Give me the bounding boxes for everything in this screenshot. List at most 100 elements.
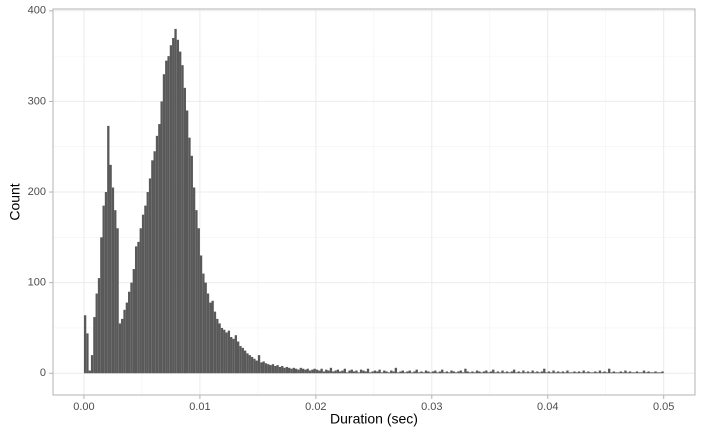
bar (297, 369, 300, 374)
panel-border (52, 8, 696, 396)
bar (373, 370, 377, 374)
bar (315, 369, 319, 374)
bar (250, 356, 254, 374)
bar (387, 372, 391, 374)
bar (417, 372, 421, 374)
bar (591, 372, 595, 374)
bar (584, 372, 588, 374)
bar (362, 370, 365, 374)
bar (536, 371, 539, 374)
bar (445, 371, 449, 374)
bar (517, 371, 520, 374)
bar (427, 371, 430, 374)
bar (371, 371, 374, 374)
bar (397, 372, 400, 374)
bar (355, 370, 358, 374)
x-tick-label: 0.03 (421, 401, 442, 413)
bar (234, 335, 238, 374)
bar (294, 368, 298, 374)
bar (359, 369, 363, 374)
bar (399, 371, 402, 374)
bar (339, 371, 342, 374)
bar (195, 210, 198, 374)
bar (443, 372, 446, 374)
bar (137, 241, 140, 374)
y-tick-label: 300 (28, 95, 46, 107)
bar (104, 192, 108, 374)
bar (605, 372, 609, 374)
bar (160, 101, 163, 374)
bar (237, 341, 240, 374)
bar (524, 372, 527, 374)
bar (181, 65, 184, 374)
bar (285, 366, 289, 374)
bar (369, 372, 372, 374)
bar (408, 370, 411, 374)
bar (489, 371, 493, 374)
bar (132, 269, 135, 374)
bar (464, 368, 467, 374)
y-tick-label: 0 (40, 367, 46, 379)
bar (213, 311, 217, 374)
bar (183, 87, 186, 374)
bar (220, 327, 224, 374)
y-tick-label: 400 (28, 5, 46, 17)
bar (334, 370, 337, 374)
bar (86, 333, 89, 374)
bar (503, 372, 507, 374)
y-tick-label: 100 (28, 277, 46, 289)
bar (83, 315, 87, 374)
bar (640, 372, 643, 374)
bar (413, 371, 416, 374)
bar (434, 370, 437, 374)
bar (348, 370, 351, 374)
bar (241, 347, 244, 374)
bar (473, 372, 476, 374)
bar (478, 371, 481, 374)
bar (192, 187, 196, 374)
bar (172, 37, 175, 374)
bar (211, 300, 214, 374)
bar (635, 371, 639, 374)
bar (227, 330, 231, 374)
bar (243, 350, 247, 374)
bar (109, 164, 112, 374)
bar (95, 293, 98, 374)
bar (540, 371, 544, 374)
bar (538, 372, 541, 374)
bar (487, 372, 490, 374)
bar (441, 369, 444, 374)
bar (531, 370, 534, 374)
bar (257, 355, 261, 374)
bar (501, 370, 504, 374)
bar (190, 155, 193, 374)
bar (450, 370, 453, 374)
bar (118, 323, 122, 374)
bar (638, 372, 641, 374)
bar (176, 39, 180, 374)
bar (151, 160, 154, 374)
bar (529, 372, 532, 374)
bar (246, 353, 249, 374)
bar (512, 369, 516, 374)
bar (515, 372, 518, 374)
bar (496, 371, 500, 374)
bar (519, 372, 523, 374)
bar (274, 366, 277, 374)
bar (494, 372, 497, 374)
x-axis-title: Duration (sec) (330, 411, 418, 427)
bar (292, 367, 295, 374)
bar (283, 367, 286, 374)
bar (239, 346, 242, 374)
bar (102, 205, 105, 374)
bar (492, 369, 495, 374)
bar (652, 372, 655, 374)
bar (394, 367, 398, 374)
bar (654, 371, 657, 374)
bar (174, 28, 177, 374)
bar (587, 371, 590, 374)
bar (603, 371, 606, 374)
bar (452, 371, 455, 374)
bar (111, 187, 115, 374)
x-tick-label: 0.04 (537, 401, 558, 413)
